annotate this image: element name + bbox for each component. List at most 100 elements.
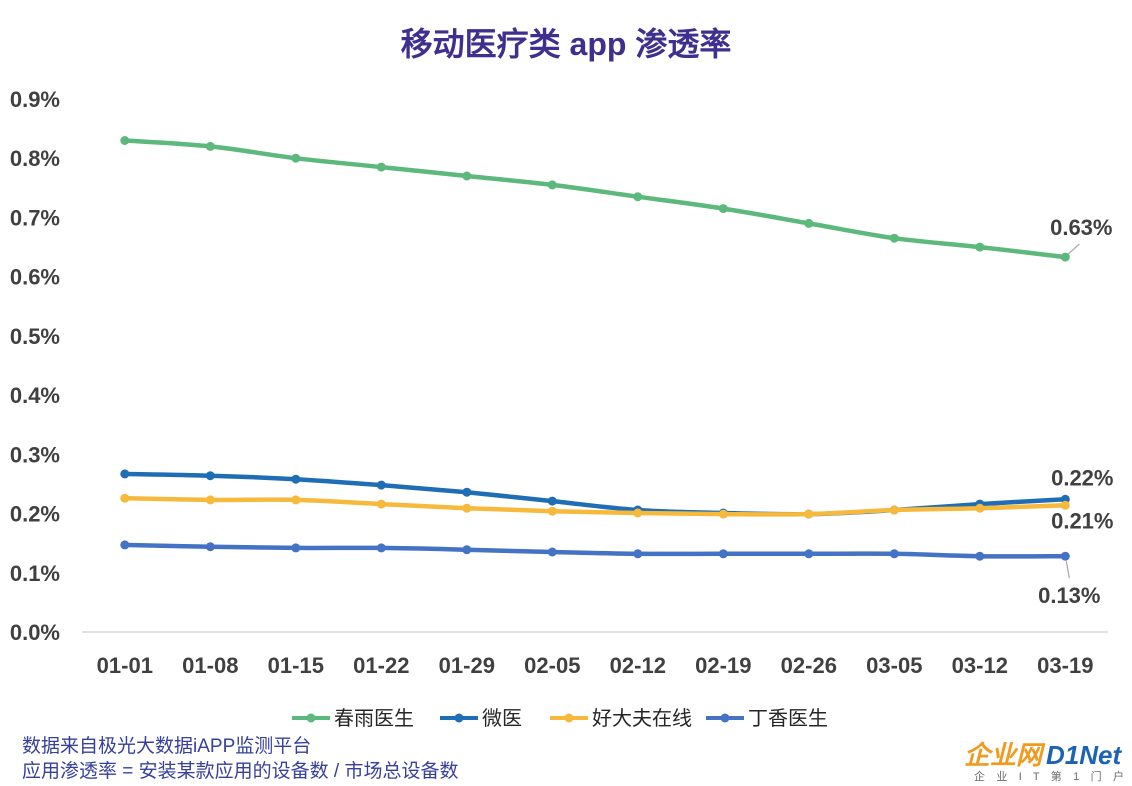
data-point xyxy=(633,508,643,518)
x-axis: 01-01 01-08 01-15 01-22 01-29 02-05 02-12 02-19… xyxy=(97,653,1094,678)
y-tick-label: 0.7% xyxy=(10,205,60,230)
data-point xyxy=(975,242,985,252)
data-point xyxy=(120,493,130,503)
data-point xyxy=(1060,252,1070,262)
data-point xyxy=(376,162,386,172)
data-point xyxy=(120,540,130,550)
data-point xyxy=(1060,500,1070,510)
data-point xyxy=(804,549,814,559)
y-tick-label: 0.9% xyxy=(10,87,60,112)
series-line xyxy=(122,138,1068,260)
data-point xyxy=(804,218,814,228)
data-point xyxy=(633,549,643,559)
data-point xyxy=(547,496,557,506)
x-tick-label: 01-15 xyxy=(268,653,324,678)
data-point xyxy=(1060,551,1070,561)
data-point xyxy=(205,141,215,151)
data-point xyxy=(462,503,472,513)
data-point xyxy=(376,543,386,553)
y-tick-label: 0.6% xyxy=(10,265,60,290)
series-line xyxy=(122,542,1068,559)
data-point xyxy=(633,192,643,202)
data-point xyxy=(291,543,301,553)
data-point xyxy=(120,136,130,145)
data-label-leader xyxy=(1067,243,1080,255)
source-note: 数据来自极光大数据iAPP监测平台 xyxy=(22,735,311,757)
y-tick-label: 0.3% xyxy=(10,442,60,467)
series-line xyxy=(122,495,1068,517)
x-tick-label: 03-12 xyxy=(952,653,1008,678)
data-point xyxy=(718,549,728,559)
data-point xyxy=(291,153,301,163)
data-point xyxy=(975,503,985,513)
x-tick-label: 02-26 xyxy=(781,653,837,678)
data-labels: 0.63% 0.22% 0.21% 0.13% xyxy=(1038,215,1113,608)
data-point xyxy=(205,495,215,505)
legend-label: 春雨医生 xyxy=(334,707,414,730)
data-label: 0.21% xyxy=(1051,508,1113,533)
legend-item: 春雨医生 xyxy=(292,707,414,730)
formula-note: 应用渗透率 = 安装某款应用的设备数 / 市场总设备数 xyxy=(22,760,459,782)
y-axis: 0.0% 0.1% 0.2% 0.3% 0.4% 0.5% 0.6% 0.7% 0.8% 0.9% xyxy=(10,87,60,645)
legend-item: 微医 xyxy=(440,707,522,730)
data-point xyxy=(975,551,985,561)
series-group xyxy=(120,136,1070,561)
x-tick-label: 02-19 xyxy=(695,653,751,678)
data-label: 0.63% xyxy=(1050,215,1112,240)
data-point xyxy=(462,171,472,181)
data-point xyxy=(718,204,728,214)
data-point xyxy=(291,495,301,505)
legend-item: 丁香医生 xyxy=(706,707,828,730)
data-label: 0.22% xyxy=(1051,465,1113,490)
data-point xyxy=(889,505,899,515)
data-point xyxy=(462,487,472,497)
series-1 xyxy=(120,136,1070,262)
legend-label: 好大夫在线 xyxy=(592,707,692,730)
y-tick-label: 0.4% xyxy=(10,383,60,408)
data-point xyxy=(718,509,728,519)
data-point xyxy=(205,471,215,481)
data-point xyxy=(547,180,557,190)
logo-brand-cn: 企业网 xyxy=(964,740,1046,770)
legend-item: 好大夫在线 xyxy=(550,707,692,730)
y-tick-label: 0.1% xyxy=(10,561,60,586)
data-point xyxy=(462,545,472,555)
x-tick-label: 02-05 xyxy=(524,653,580,678)
y-tick-label: 0.8% xyxy=(10,146,60,171)
y-tick-label: 0.5% xyxy=(10,324,60,349)
legend-marker xyxy=(454,713,464,723)
logo-brand-en: D1Net xyxy=(1046,740,1122,770)
data-point xyxy=(205,542,215,552)
data-point xyxy=(547,506,557,516)
footer-notes: 数据来自极光大数据iAPP监测平台 应用渗透率 = 安装某款应用的设备数 / 市… xyxy=(22,735,459,782)
legend-marker xyxy=(720,713,730,723)
data-point xyxy=(376,480,386,490)
x-tick-label: 01-01 xyxy=(97,653,153,678)
series-4 xyxy=(120,540,1070,561)
x-tick-label: 03-19 xyxy=(1037,653,1093,678)
legend: 春雨医生 微医 好大夫在线 丁香医生 xyxy=(292,707,828,730)
data-label-leader xyxy=(1065,561,1070,579)
x-tick-label: 03-05 xyxy=(866,653,922,678)
x-tick-label: 01-08 xyxy=(182,653,238,678)
data-point xyxy=(889,233,899,243)
data-point xyxy=(291,474,301,484)
data-point xyxy=(804,509,814,519)
series-3 xyxy=(120,493,1070,519)
data-point xyxy=(376,499,386,509)
legend-label: 微医 xyxy=(482,707,522,730)
data-point xyxy=(889,549,899,559)
x-tick-label: 02-12 xyxy=(610,653,666,678)
x-tick-label: 01-22 xyxy=(353,653,409,678)
legend-marker xyxy=(564,713,574,723)
legend-marker xyxy=(306,713,316,723)
legend-label: 丁香医生 xyxy=(748,707,828,730)
chart-title: 移动医疗类 app 渗透率 xyxy=(401,26,732,62)
data-point xyxy=(547,547,557,557)
data-label: 0.13% xyxy=(1038,583,1100,608)
y-tick-label: 0.0% xyxy=(10,620,60,645)
y-tick-label: 0.2% xyxy=(10,502,60,527)
x-tick-label: 01-29 xyxy=(439,653,495,678)
